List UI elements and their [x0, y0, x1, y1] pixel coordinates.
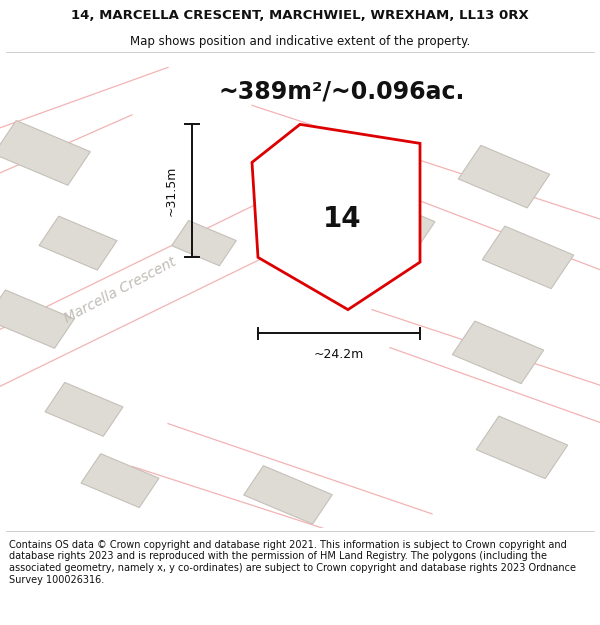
Polygon shape	[39, 216, 117, 270]
Polygon shape	[45, 382, 123, 436]
Text: 14, MARCELLA CRESCENT, MARCHWIEL, WREXHAM, LL13 0RX: 14, MARCELLA CRESCENT, MARCHWIEL, WREXHA…	[71, 9, 529, 22]
Polygon shape	[0, 121, 91, 185]
Polygon shape	[357, 197, 435, 251]
Polygon shape	[458, 146, 550, 208]
Polygon shape	[0, 290, 74, 348]
Text: ~24.2m: ~24.2m	[314, 348, 364, 361]
Polygon shape	[81, 454, 159, 508]
Text: Marcella Crescent: Marcella Crescent	[62, 255, 178, 326]
Polygon shape	[252, 124, 420, 309]
Text: 14: 14	[323, 206, 361, 233]
Text: Map shows position and indicative extent of the property.: Map shows position and indicative extent…	[130, 35, 470, 48]
Polygon shape	[244, 466, 332, 524]
Polygon shape	[172, 221, 236, 266]
Polygon shape	[476, 416, 568, 479]
Polygon shape	[452, 321, 544, 384]
Polygon shape	[482, 226, 574, 289]
Text: ~389m²/~0.096ac.: ~389m²/~0.096ac.	[219, 79, 465, 103]
Text: Contains OS data © Crown copyright and database right 2021. This information is : Contains OS data © Crown copyright and d…	[9, 540, 576, 584]
Text: ~31.5m: ~31.5m	[164, 166, 178, 216]
